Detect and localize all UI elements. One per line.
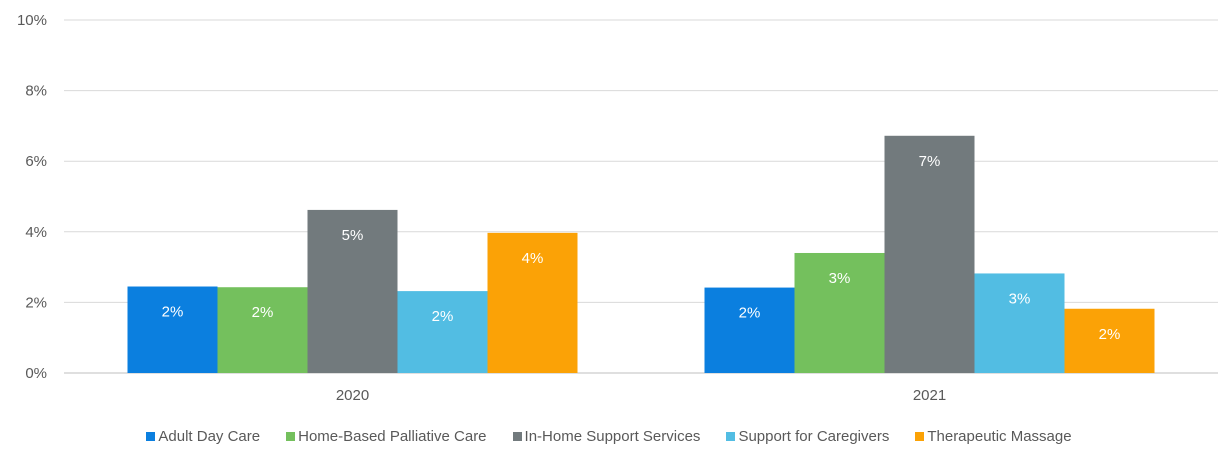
y-tick-label: 2% xyxy=(25,294,47,311)
y-tick-label: 4% xyxy=(25,224,47,241)
bar-value-label: 2% xyxy=(739,305,761,322)
bar xyxy=(127,286,218,373)
bar-value-label: 3% xyxy=(829,270,851,287)
bar xyxy=(307,209,398,373)
legend-swatch xyxy=(286,432,296,441)
legend-swatch xyxy=(512,432,522,441)
bar-value-label: 2% xyxy=(252,304,274,321)
bar xyxy=(397,291,488,373)
x-tick-label: 2020 xyxy=(336,387,369,404)
legend-label: In-Home Support Services xyxy=(524,428,701,445)
bar xyxy=(487,232,578,373)
legend-swatch xyxy=(915,432,925,441)
legend: Adult Day Care Home-Based Palliative Care… xyxy=(0,428,1218,445)
bar-value-label: 7% xyxy=(919,153,941,170)
legend-item: Home-Based Palliative Care xyxy=(286,428,487,445)
bar-value-label: 2% xyxy=(432,308,454,325)
legend-swatch xyxy=(146,432,156,441)
bars xyxy=(127,135,1155,373)
y-axis-tick-labels: 0% 2% 4% 6% 8% 10% xyxy=(17,12,47,382)
y-tick-label: 0% xyxy=(25,365,47,382)
y-tick-label: 6% xyxy=(25,153,47,170)
bar-value-label: 2% xyxy=(162,304,184,321)
bar xyxy=(884,135,975,373)
legend-item: Support for Caregivers xyxy=(726,428,889,445)
bar-data-labels: 2% 2% 5% 2% 4% 2% 3% 7% 3% 2% xyxy=(162,153,1121,343)
bar-value-label: 2% xyxy=(1099,326,1121,343)
legend-item: Adult Day Care xyxy=(146,428,260,445)
legend-label: Therapeutic Massage xyxy=(927,428,1072,445)
bar-value-label: 4% xyxy=(522,250,544,267)
legend-item: In-Home Support Services xyxy=(512,428,701,445)
bar xyxy=(794,252,885,373)
bar-value-label: 3% xyxy=(1009,290,1031,307)
x-tick-label: 2021 xyxy=(913,387,946,404)
bar xyxy=(704,287,795,373)
y-tick-label: 8% xyxy=(25,83,47,100)
x-axis-tick-labels: 2020 2021 xyxy=(336,387,946,404)
bar xyxy=(1064,308,1155,373)
legend-label: Adult Day Care xyxy=(158,428,261,445)
legend-label: Home-Based Palliative Care xyxy=(298,428,487,445)
legend-swatch xyxy=(726,432,736,441)
legend-item: Therapeutic Massage xyxy=(915,428,1072,445)
bar xyxy=(217,287,308,373)
y-tick-label: 10% xyxy=(17,12,47,29)
legend-label: Support for Caregivers xyxy=(738,428,890,445)
bar-value-label: 5% xyxy=(342,227,364,244)
bar xyxy=(974,273,1065,373)
